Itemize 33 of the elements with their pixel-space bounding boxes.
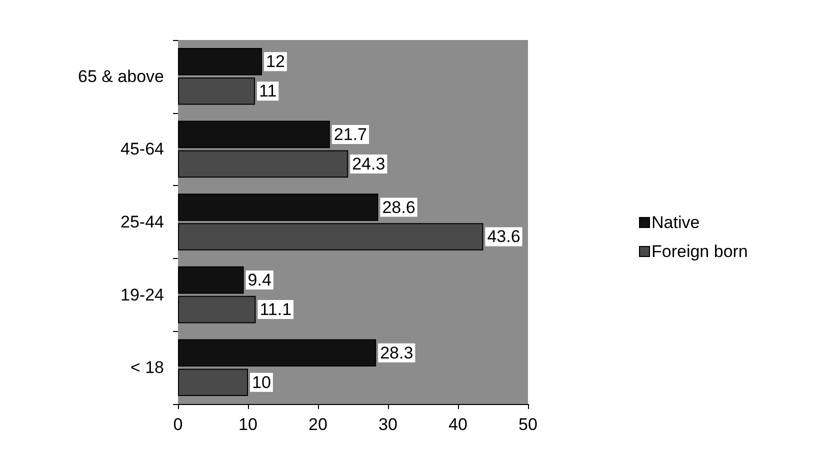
bar bbox=[178, 120, 330, 148]
data-label: 11.1 bbox=[260, 300, 292, 320]
data-label: 28.3 bbox=[380, 343, 414, 362]
legend-label: Foreign born bbox=[652, 242, 748, 261]
data-label: 28.6 bbox=[382, 198, 416, 217]
bar bbox=[178, 223, 484, 250]
y-tick-label: < 18 bbox=[130, 358, 164, 378]
legend-label: Native bbox=[652, 213, 700, 232]
bar bbox=[178, 368, 248, 396]
x-tick-label: 0 bbox=[173, 415, 183, 434]
bar bbox=[178, 266, 244, 294]
y-tick-label: 19-24 bbox=[120, 285, 164, 304]
x-tick-label: 10 bbox=[238, 415, 258, 434]
bar bbox=[178, 150, 348, 178]
data-label: 10 bbox=[252, 372, 271, 392]
bar bbox=[178, 77, 255, 105]
y-tick-label: 65 & above bbox=[78, 66, 164, 86]
data-label: 11 bbox=[259, 82, 277, 101]
data-label: 21.7 bbox=[334, 124, 367, 144]
bar bbox=[178, 339, 376, 367]
y-tick-label: 45-64 bbox=[120, 140, 164, 159]
data-label: 24.3 bbox=[352, 154, 386, 174]
x-tick-label: 20 bbox=[308, 415, 328, 434]
x-tick-label: 40 bbox=[448, 415, 468, 434]
y-tick-label: 25-44 bbox=[120, 212, 164, 232]
bar bbox=[178, 296, 256, 324]
bar bbox=[178, 48, 262, 76]
data-label: 12 bbox=[266, 52, 285, 72]
x-tick-label: 30 bbox=[378, 415, 398, 434]
data-label: 43.6 bbox=[487, 227, 520, 246]
data-label: 9.4 bbox=[248, 270, 272, 290]
x-tick-label: 50 bbox=[518, 415, 538, 434]
bar bbox=[178, 194, 378, 221]
